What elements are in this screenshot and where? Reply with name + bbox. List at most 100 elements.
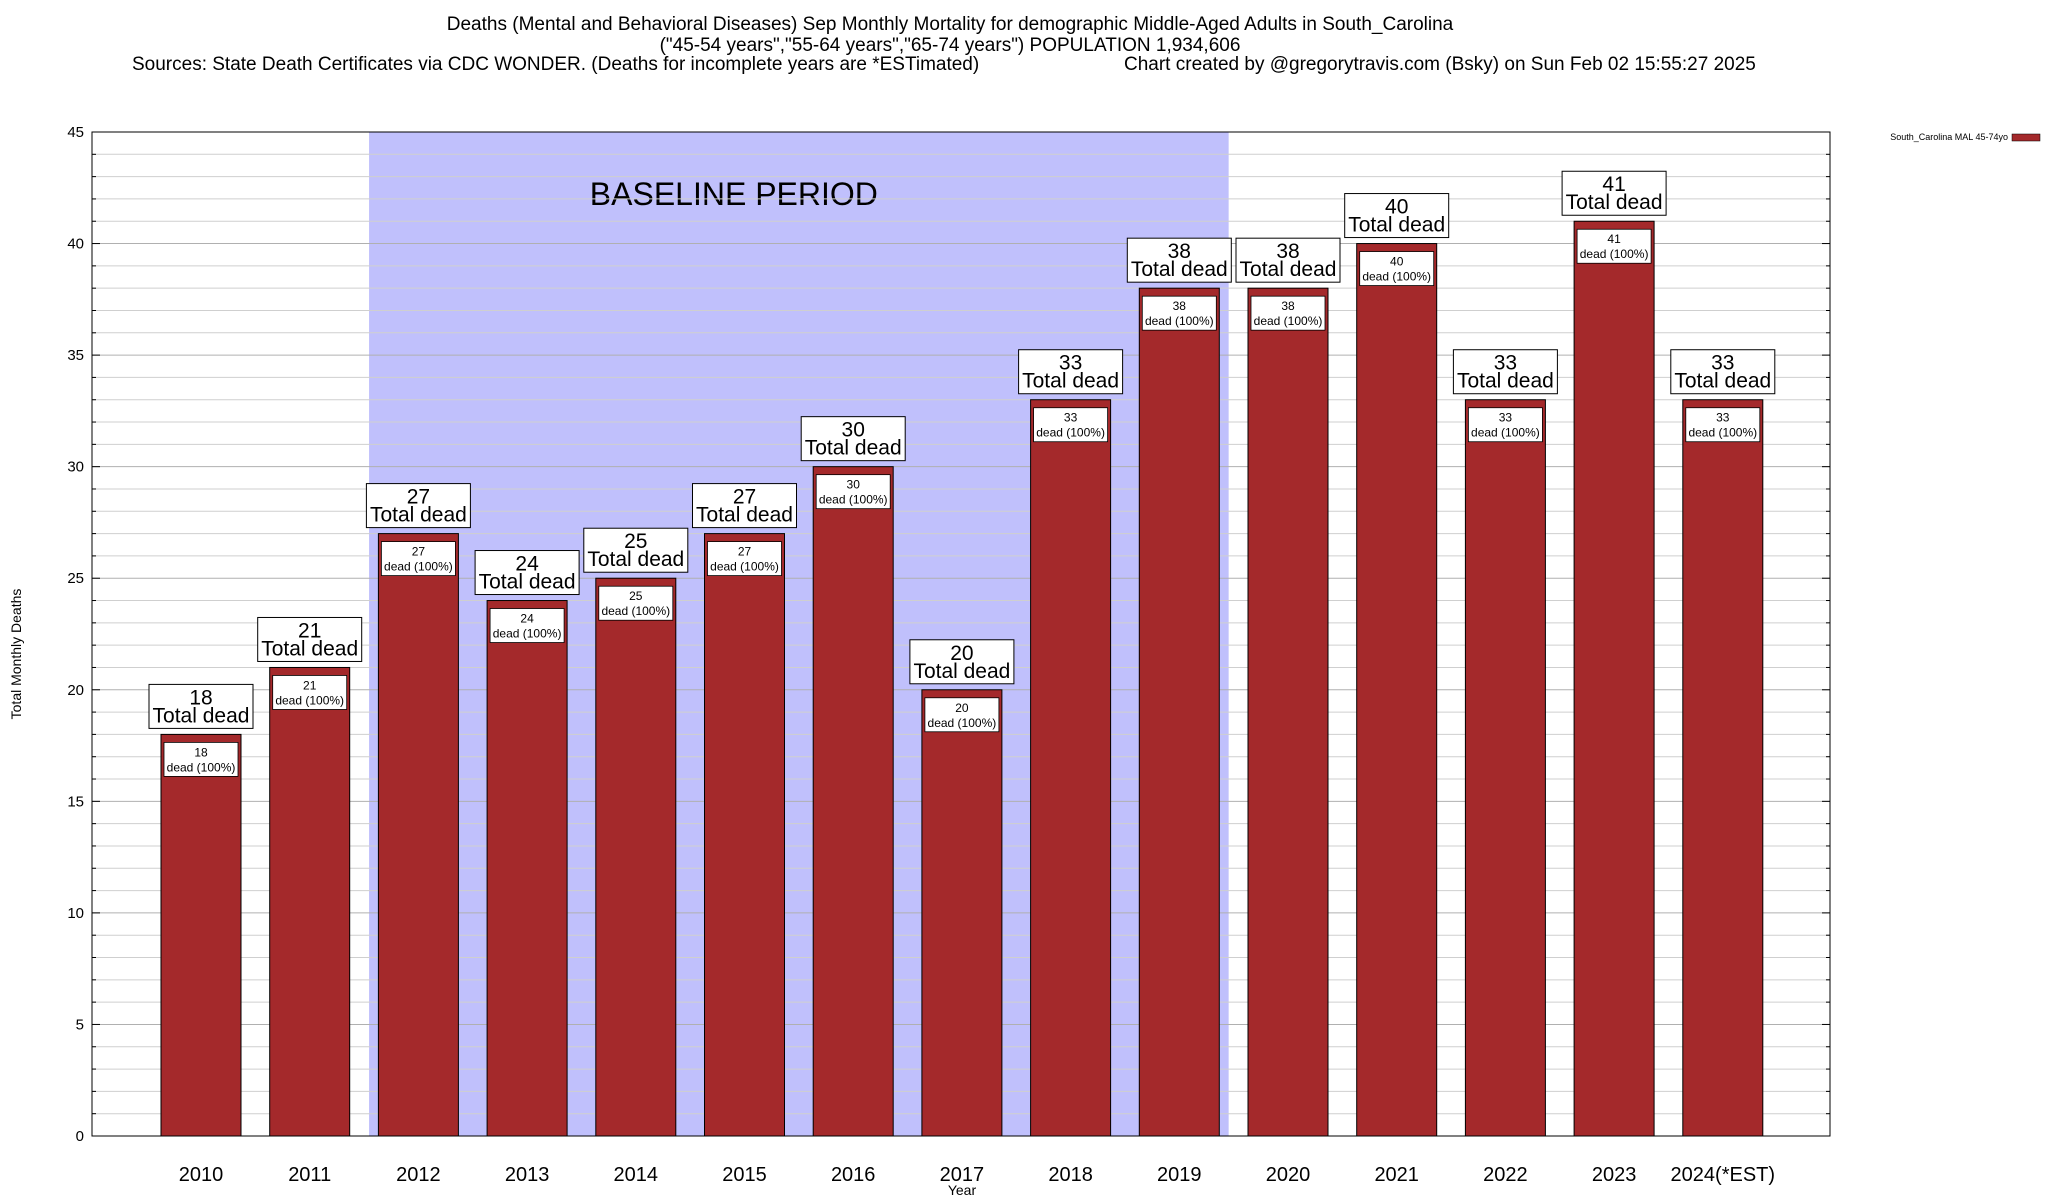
chart-credit: Chart created by @gregorytravis.com (Bsk… — [1124, 54, 1756, 75]
x-tick-label: 2016 — [831, 1164, 876, 1186]
top-label-box — [1126, 237, 1232, 283]
top-label-value: 33 — [1059, 352, 1082, 375]
legend-swatch — [2011, 133, 2041, 142]
y-tick-label: 45 — [67, 124, 84, 141]
x-axis-label: Year — [948, 1182, 977, 1198]
x-tick-label: 2022 — [1483, 1164, 1528, 1186]
inner-label-value: 40 — [1390, 255, 1404, 269]
top-label-box — [909, 639, 1015, 685]
x-tick-label: 2021 — [1374, 1164, 1419, 1186]
inner-label-value: 21 — [303, 678, 317, 692]
top-label-value: 27 — [733, 486, 756, 509]
inner-label-box — [1576, 228, 1652, 264]
top-label-box — [148, 683, 254, 729]
top-label-value: 33 — [1494, 352, 1517, 375]
x-tick-label: 2018 — [1048, 1164, 1093, 1186]
bar — [1682, 399, 1764, 1137]
top-label-value: 38 — [1276, 240, 1299, 263]
x-tick-label: 2014 — [614, 1164, 659, 1186]
top-label-value: 20 — [950, 642, 973, 665]
top-label-text: Total dead — [1566, 191, 1663, 214]
x-tick-label: 2013 — [505, 1164, 550, 1186]
bar — [377, 533, 459, 1137]
inner-label-text: dead (100%) — [1688, 426, 1757, 440]
top-label-text: Total dead — [479, 571, 576, 594]
inner-label-box — [1250, 295, 1326, 331]
inner-label-text: dead (100%) — [1254, 314, 1323, 328]
top-label-box — [1235, 237, 1341, 283]
top-label-box — [1670, 349, 1776, 395]
x-tick-label: 2024(*EST) — [1671, 1164, 1776, 1186]
inner-label-text: dead (100%) — [275, 693, 344, 707]
y-tick-label: 0 — [76, 1128, 84, 1145]
inner-label-box — [1033, 407, 1108, 443]
top-label-value: 30 — [842, 419, 865, 442]
top-label-text: Total dead — [1022, 370, 1119, 393]
inner-label-text: dead (100%) — [1471, 426, 1540, 440]
inner-label-text: dead (100%) — [1145, 314, 1214, 328]
chart-sources: Sources: State Death Certificates via CD… — [132, 54, 980, 75]
inner-label-value: 41 — [1607, 232, 1621, 246]
top-label-value: 40 — [1385, 196, 1408, 219]
inner-label-box — [163, 742, 239, 777]
inner-label-box — [1359, 251, 1435, 286]
inner-label-value: 38 — [1281, 299, 1295, 313]
y-axis: 0 5 10 15 20 25 30 35 40 45 — [67, 124, 1830, 1145]
bar — [1138, 287, 1220, 1137]
top-label-box — [365, 483, 471, 529]
y-tick-label: 25 — [67, 570, 84, 587]
top-label-text: Total dead — [805, 437, 902, 460]
top-label-text: Total dead — [913, 660, 1010, 683]
y-axis-label: Total Monthly Deaths — [8, 589, 24, 720]
top-label-value: 38 — [1168, 240, 1191, 263]
bars — [160, 220, 1764, 1137]
legend: South_Carolina MAL 45-74yo — [1890, 132, 2041, 142]
x-axis: 2010 2011 2012 2013 2014 2015 2016 2017 2018 2019… — [179, 1164, 1775, 1186]
top-label-value: 18 — [189, 686, 212, 709]
bar — [704, 533, 785, 1137]
inner-label-box — [489, 608, 565, 643]
y-tick-label: 10 — [67, 905, 84, 922]
top-label-text: Total dead — [1240, 258, 1337, 281]
inner-label-value: 27 — [738, 545, 752, 559]
top-label-box — [692, 483, 797, 529]
top-label-box — [1452, 349, 1558, 395]
inner-label-value: 30 — [847, 478, 861, 492]
chart-title-block: Deaths (Mental and Behavioral Diseases) … — [0, 14, 1900, 56]
inner-label-box — [272, 675, 348, 710]
top-label-text: Total dead — [1131, 258, 1228, 281]
x-tick-label: 2023 — [1592, 1164, 1637, 1186]
inner-label-text: dead (100%) — [601, 604, 670, 618]
top-label-text: Total dead — [1348, 214, 1445, 237]
inner-label-value: 33 — [1064, 411, 1078, 425]
y-tick-label: 40 — [67, 236, 84, 253]
top-label-box — [1561, 170, 1667, 216]
legend-label: South_Carolina MAL 45-74yo — [1890, 132, 2008, 142]
top-label-text: Total dead — [696, 504, 793, 527]
inner-label-text: dead (100%) — [819, 493, 888, 507]
chart-title: Deaths (Mental and Behavioral Diseases) … — [446, 14, 1454, 35]
top-label-text: Total dead — [153, 704, 250, 727]
inner-label-text: dead (100%) — [1580, 247, 1649, 261]
top-label-box — [474, 550, 580, 596]
y-tick-label: 20 — [67, 682, 84, 699]
inner-label-value: 25 — [629, 589, 643, 603]
x-tick-label: 2019 — [1157, 1164, 1202, 1186]
inner-label-value: 18 — [194, 745, 208, 759]
inner-label-box — [707, 541, 782, 576]
top-label-value: 24 — [515, 553, 539, 576]
top-label-text: Total dead — [1457, 370, 1554, 393]
inner-label-text: dead (100%) — [710, 560, 779, 574]
inner-label-value: 24 — [520, 612, 534, 626]
bar — [812, 466, 894, 1137]
y-tick-label: 5 — [76, 1016, 84, 1033]
y-tick-label: 15 — [67, 793, 84, 810]
chart-subtitle: ("45-54 years","55-64 years","65-74 year… — [659, 35, 1241, 56]
bar — [1247, 287, 1329, 1137]
top-label-box — [1344, 193, 1450, 239]
top-label-box — [257, 616, 363, 662]
x-tick-label: 2020 — [1266, 1164, 1311, 1186]
top-label-text: Total dead — [587, 548, 684, 571]
plot-frame — [91, 131, 1831, 1137]
